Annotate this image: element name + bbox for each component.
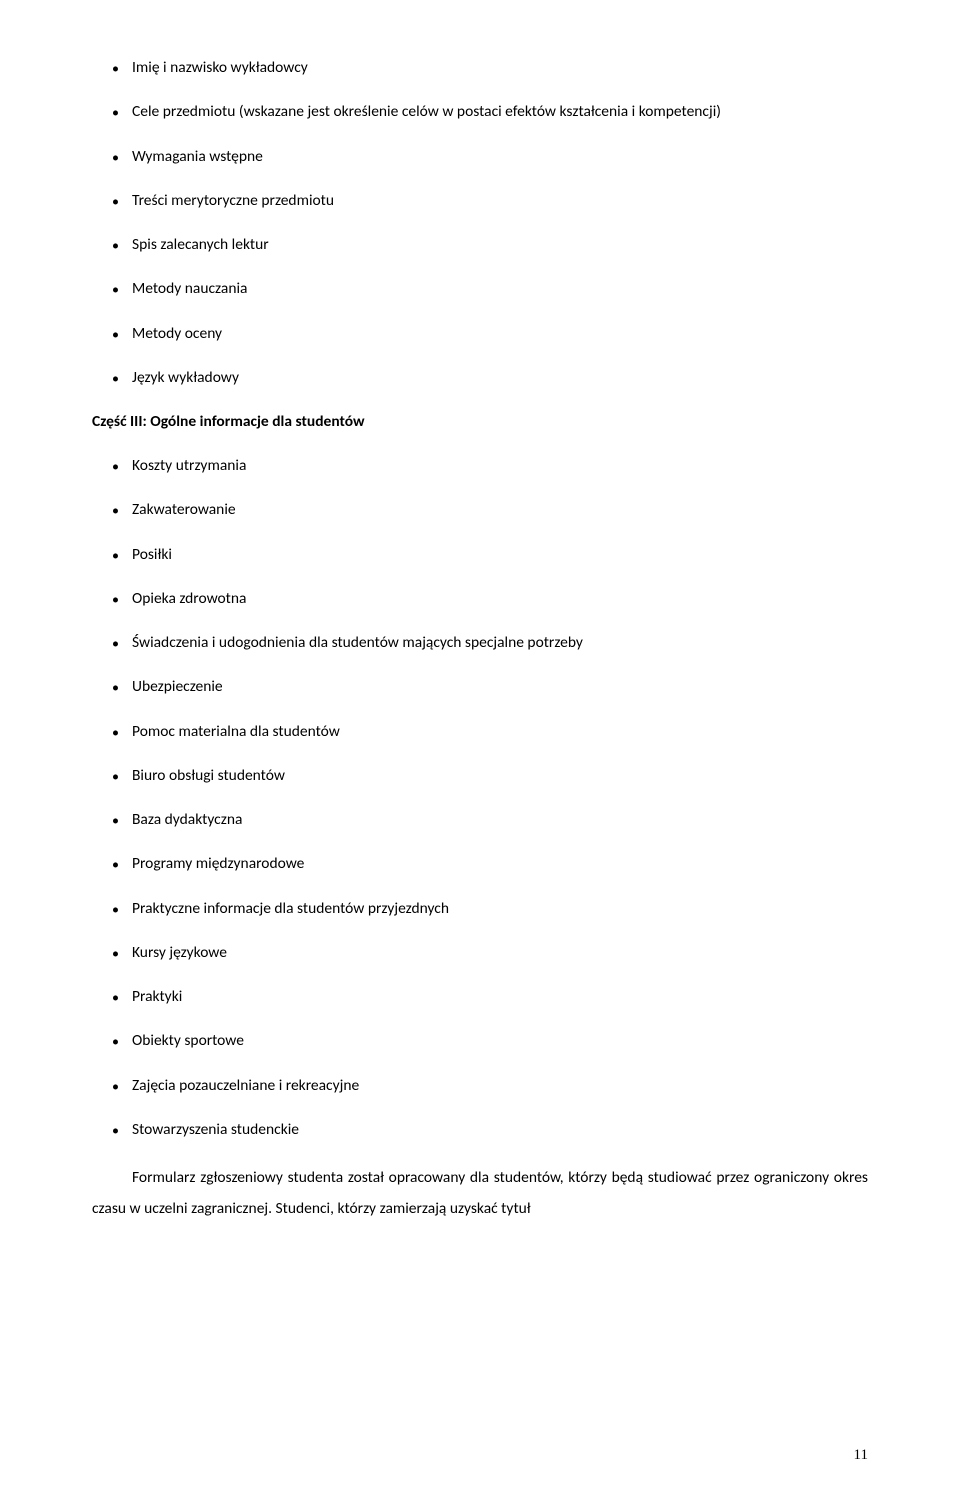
section-heading: Część III: Ogólne informacje dla student… [92, 412, 868, 431]
list-item: Świadczenia i udogodnienia dla studentów… [92, 631, 868, 654]
list-item: Obiekty sportowe [92, 1029, 868, 1052]
list-item: Biuro obsługi studentów [92, 764, 868, 787]
list-item: Cele przedmiotu (wskazane jest określeni… [92, 100, 868, 123]
list-item: Posiłki [92, 543, 868, 566]
list-item: Spis zalecanych lektur [92, 233, 868, 256]
list-item: Praktyki [92, 985, 868, 1008]
body-paragraph: Formularz zgłoszeniowy studenta został o… [92, 1162, 868, 1224]
list-item: Zajęcia pozauczelniane i rekreacyjne [92, 1074, 868, 1097]
list-item: Treści merytoryczne przedmiotu [92, 189, 868, 212]
list-item: Koszty utrzymania [92, 454, 868, 477]
list-item: Metody nauczania [92, 277, 868, 300]
list-item: Język wykładowy [92, 366, 868, 389]
list-item: Metody oceny [92, 322, 868, 345]
list-one: Imię i nazwisko wykładowcy Cele przedmio… [92, 56, 868, 389]
page-number: 11 [854, 1447, 868, 1464]
list-item: Zakwaterowanie [92, 498, 868, 521]
list-item: Kursy językowe [92, 941, 868, 964]
list-item: Wymagania wstępne [92, 145, 868, 168]
list-item: Imię i nazwisko wykładowcy [92, 56, 868, 79]
list-item: Programy międzynarodowe [92, 852, 868, 875]
list-item: Opieka zdrowotna [92, 587, 868, 610]
list-item: Ubezpieczenie [92, 675, 868, 698]
list-item: Pomoc materialna dla studentów [92, 720, 868, 743]
list-item: Stowarzyszenia studenckie [92, 1118, 868, 1141]
list-item: Baza dydaktyczna [92, 808, 868, 831]
list-item: Praktyczne informacje dla studentów przy… [92, 897, 868, 920]
list-two: Koszty utrzymania Zakwaterowanie Posiłki… [92, 454, 868, 1141]
